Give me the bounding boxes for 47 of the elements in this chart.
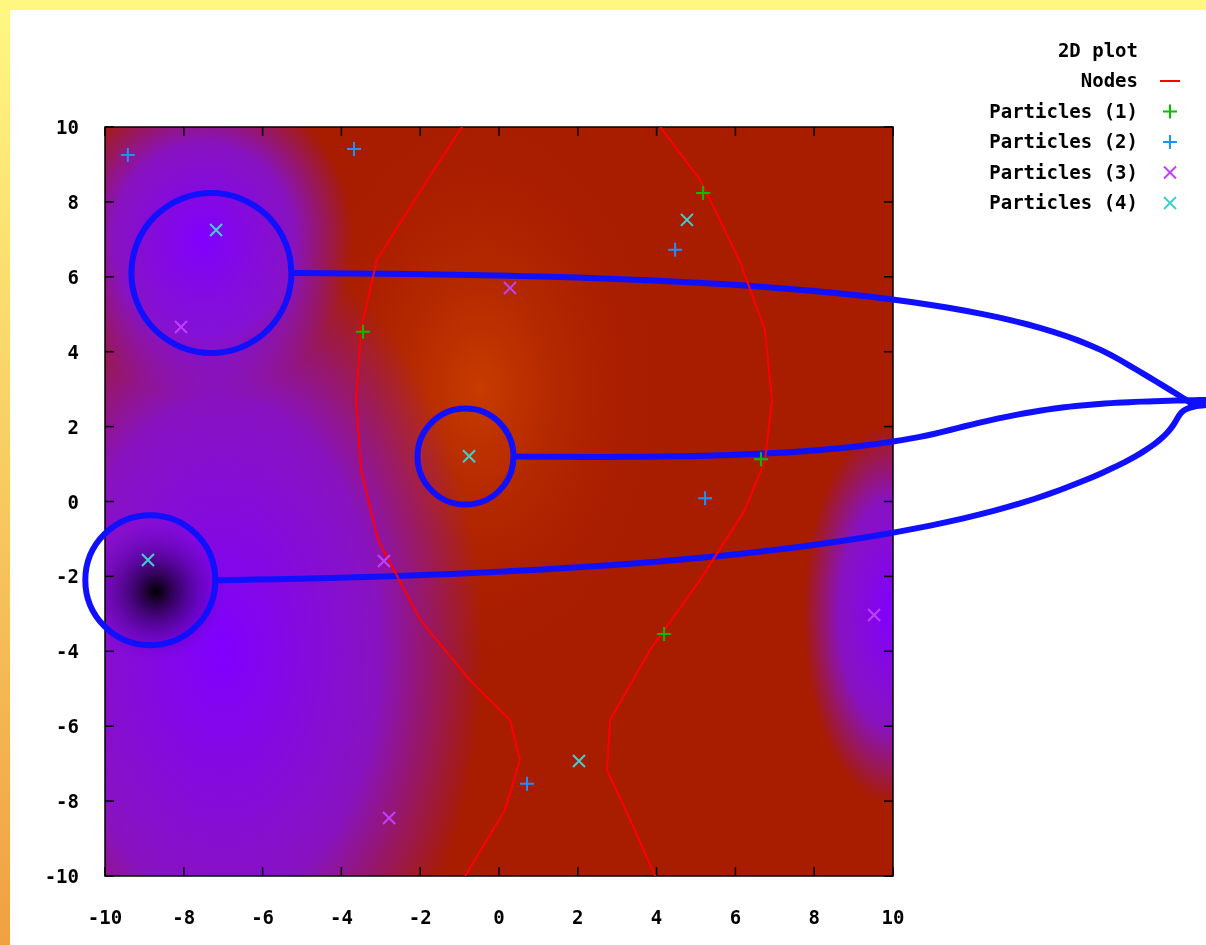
x-tick-label: -6 (251, 906, 275, 928)
y-tick-label: 0 (67, 490, 79, 513)
legend-label: Particles (2) (989, 130, 1138, 152)
x-tick-label: -10 (87, 906, 123, 928)
y-tick-label: -2 (56, 565, 79, 588)
point (174, 319, 189, 334)
y-tick-label: 8 (67, 190, 79, 213)
y-tick-label: 2 (67, 415, 79, 438)
x-tick-label: 8 (808, 906, 820, 928)
y-tick-label: -6 (56, 715, 79, 738)
x-tick-label: 2 (572, 906, 584, 928)
x-tick-label: 4 (650, 906, 663, 928)
point (667, 241, 684, 258)
x-tick-label: -4 (329, 906, 353, 928)
y-tick-label: -10 (44, 865, 79, 887)
text: 2D plot (1057, 39, 1138, 61)
legend-label: Particles (3) (989, 160, 1138, 183)
point (346, 141, 363, 158)
point (382, 810, 397, 825)
point (867, 607, 882, 622)
point (679, 212, 694, 227)
y-tick-label: 4 (67, 340, 79, 363)
legend-label: Particles (1) (989, 99, 1138, 122)
point (355, 323, 372, 340)
x-tick-label: -2 (408, 906, 432, 928)
y-tick-label: -4 (56, 640, 79, 663)
point (209, 222, 224, 237)
point (462, 449, 477, 464)
point (695, 184, 712, 201)
point (697, 490, 714, 507)
point (119, 147, 136, 164)
legend-label: Nodes (1080, 69, 1138, 91)
y-tick-label: 6 (67, 265, 79, 288)
point (376, 554, 391, 569)
x-tick-label: 0 (493, 906, 505, 928)
point (140, 552, 155, 567)
x-tick-label: -8 (172, 906, 196, 928)
y-tick-label: 10 (56, 116, 79, 138)
point (753, 451, 770, 468)
point (656, 626, 673, 643)
point (571, 754, 586, 769)
point (503, 281, 518, 296)
point (518, 775, 535, 792)
y-tick-label: -8 (56, 790, 79, 813)
x-tick-label: 10 (881, 906, 905, 928)
x-tick-label: 6 (729, 906, 742, 928)
legend-label: Particles (4) (989, 191, 1138, 213)
